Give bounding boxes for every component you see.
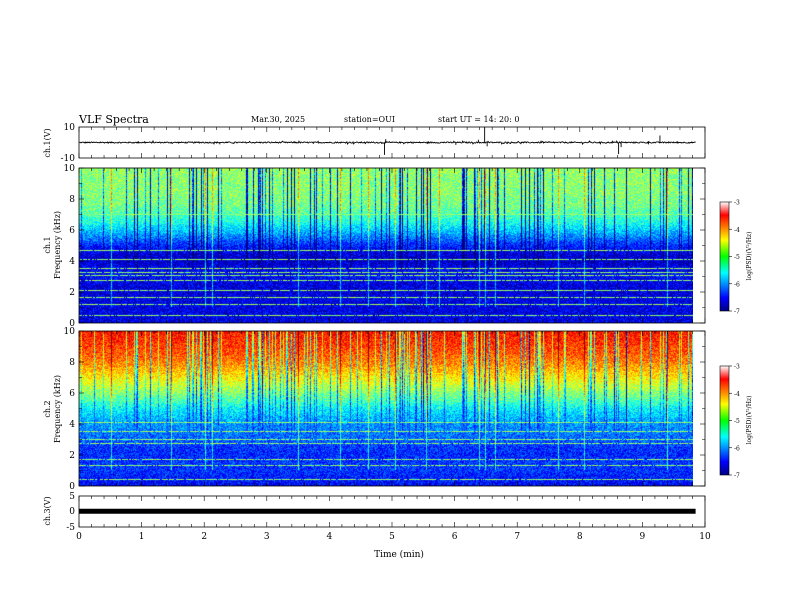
- ch2-spec-ytick-label: 4: [69, 420, 75, 430]
- time-tick-label: 2: [201, 532, 207, 542]
- ch2-spec-ytick-label: 6: [69, 389, 75, 399]
- ch2-spec-ylabel-frequency: Frequency (kHz): [53, 375, 62, 443]
- start-time-label: start UT = 14: 20: 0: [438, 115, 519, 124]
- ch3-waveform-panel: 5 0 -5 ch.3(V) 0 1 2 3 4 5 6 7 8 9 10 Time (min): [43, 492, 711, 560]
- ch1-trace: [78, 127, 696, 155]
- time-axis-tick-labels: 0 1 2 3 4 5 6 7 8 9 10: [76, 532, 711, 542]
- time-tick-label: 9: [640, 532, 646, 542]
- time-tick-label: 5: [389, 532, 395, 542]
- ch2-colorbar-tick-label: -6: [734, 445, 740, 452]
- ch1-colorbar-label: log(PSD)(V²/Hz): [746, 232, 753, 281]
- ch3-ytick-bottom: -5: [66, 523, 75, 533]
- ch2-colorbar-tick-label: -5: [734, 418, 740, 425]
- ch1-spec-ytick-label: 10: [64, 164, 76, 174]
- ch1-spec-ytick-label: 8: [69, 195, 75, 205]
- ch2-colorbar-gradient: [719, 365, 730, 476]
- ch1-spec-axis: 0 2 4 6 8 10: [64, 164, 706, 329]
- ch1-spectrogram-image: [79, 168, 693, 323]
- ch1-spec-ytick-label: 6: [69, 226, 75, 236]
- ch3-ytick-top: 5: [69, 492, 75, 502]
- ch1-colorbar-tick-label: -6: [734, 281, 740, 288]
- ch2-colorbar-tick-label: -4: [734, 391, 740, 398]
- time-tick-label: 10: [699, 532, 711, 542]
- ch1-colorbar-tick-label: -4: [734, 227, 740, 234]
- ch2-spec-ytick-label: 10: [64, 327, 76, 337]
- ch1-xticks: [78, 127, 706, 158]
- ch1-colorbar-tick-label: -7: [734, 309, 740, 316]
- ch1-ytick-top: 10: [64, 123, 76, 133]
- ch2-spec-ytick-label: 0: [69, 482, 75, 492]
- time-tick-label: 1: [139, 532, 145, 542]
- ch2-spec-ylabel-channel: ch.2: [43, 400, 52, 417]
- ch1-spec-ylabel-channel: ch.1: [43, 236, 52, 253]
- time-tick-label: 8: [577, 532, 583, 542]
- ch1-waveform-panel: 10 -10 ch.1(V): [43, 123, 706, 164]
- figure-title: VLF Spectra: [78, 113, 149, 126]
- ch2-spectrogram-image: [79, 331, 693, 486]
- ch2-colorbar-ticks: -3 -4 -5 -6 -7: [729, 364, 740, 480]
- time-tick-label: 3: [264, 532, 270, 542]
- ch1-spec-ytick-label: 4: [69, 257, 75, 267]
- ch1-colorbar-gradient: [719, 201, 730, 312]
- ch3-ytick-zero: 0: [69, 507, 75, 517]
- ch3-xticks: [78, 496, 706, 527]
- ch2-spec-ytick-label: 2: [69, 451, 75, 461]
- ch1-colorbar-tick-label: -3: [734, 200, 740, 207]
- ch2-colorbar-tick-label: -7: [734, 473, 740, 480]
- ch1-colorbar: -3 -4 -5 -6 -7 log(PSD)(V²/Hz): [719, 200, 753, 316]
- date-label: Mar.30, 2025: [251, 115, 305, 124]
- ch2-colorbar-label: log(PSD)(V²/Hz): [746, 396, 753, 445]
- ch2-spec-ytick-label: 8: [69, 358, 75, 368]
- time-axis-label: Time (min): [374, 549, 424, 560]
- time-tick-label: 0: [76, 532, 82, 542]
- ch1-spec-ylabel-frequency: Frequency (kHz): [53, 211, 62, 279]
- time-tick-label: 6: [452, 532, 458, 542]
- time-tick-label: 7: [514, 532, 520, 542]
- ch2-colorbar: -3 -4 -5 -6 -7 log(PSD)(V²/Hz): [719, 364, 753, 480]
- ch1-colorbar-ticks: -3 -4 -5 -6 -7: [729, 200, 740, 316]
- ch1-spectrogram-panel: 0 2 4 6 8 10 ch.1 Frequency (kHz): [43, 164, 706, 329]
- ch2-colorbar-tick-label: -3: [734, 364, 740, 371]
- ch1-spec-ytick-label: 2: [69, 288, 75, 298]
- ch1-ytick-bottom: -10: [61, 154, 76, 164]
- ch2-spectrogram-panel: 0 2 4 6 8 10 ch.2 Frequency (kHz): [43, 327, 706, 492]
- time-tick-label: 4: [327, 532, 333, 542]
- station-label: station=OUI: [344, 115, 395, 124]
- ch1-ylabel: ch.1(V): [43, 128, 52, 157]
- ch1-spec-ytick-label: 0: [69, 319, 75, 329]
- ch2-spec-axis: 0 2 4 6 8 10: [64, 327, 706, 492]
- ch1-colorbar-tick-label: -5: [734, 254, 740, 261]
- ch3-ylabel: ch.3(V): [43, 496, 52, 525]
